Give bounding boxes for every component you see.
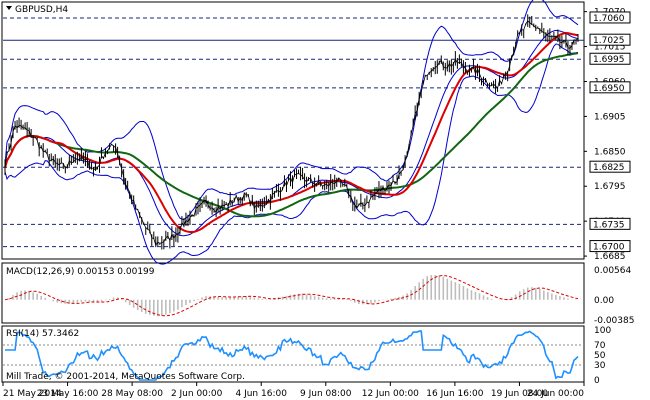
- close-line: [4, 20, 579, 247]
- price-level-label: 1.6950: [593, 84, 625, 94]
- symbol-title-text: GBPUSD,H4: [15, 5, 68, 15]
- time-tick-label: 4 Jun 16:00: [235, 389, 287, 399]
- rsi-tick-label: 70: [594, 341, 606, 351]
- price-level-box: [589, 240, 631, 253]
- macd-tick-label: 0.00564: [594, 266, 631, 276]
- price-level-label: 1.7060: [593, 14, 625, 24]
- time-tick-label: 9 Jun 08:00: [300, 389, 352, 399]
- macd-tick-label: 0.00: [594, 296, 614, 306]
- price-tick-label: 1.6685: [594, 252, 626, 262]
- macd-label: MACD(12,26,9) 0.00153 0.00199: [6, 267, 155, 277]
- symbol-title: GBPUSD,H4: [6, 5, 68, 15]
- price-level-box: [589, 81, 631, 94]
- fast-ma-line: [4, 31, 579, 233]
- time-tick-label: 2 Jun 00:00: [171, 389, 223, 399]
- time-tick-label: 24 Jun 00:00: [527, 389, 584, 399]
- time-tick-label: 16 Jun 16:00: [426, 389, 483, 399]
- price-level-box: [589, 160, 631, 173]
- price-level-box: [589, 217, 631, 230]
- price-level-box: [589, 11, 631, 24]
- price-levels: [3, 17, 584, 248]
- rsi-tick-label: 30: [594, 361, 606, 371]
- rsi-tick-label: 100: [594, 326, 611, 336]
- main-panel-frame: [1, 1, 585, 260]
- price-tick-label: 1.6850: [594, 147, 626, 157]
- price-level-label: 1.6995: [593, 55, 625, 65]
- price-level-label: 1.6735: [593, 220, 625, 230]
- price-tick-label: 1.6905: [594, 112, 626, 122]
- price-line: [4, 14, 579, 250]
- macd-signal-line: [4, 274, 579, 317]
- price-level-label: 1.6825: [593, 163, 625, 173]
- time-tick-label: 23 May 16:00: [37, 389, 99, 399]
- time-tick-label: 28 May 08:00: [101, 389, 163, 399]
- price-level-box: [589, 52, 631, 65]
- time-tick-label: 12 Jun 00:00: [362, 389, 419, 399]
- lower-band-line: [4, 43, 579, 265]
- price-level-label: 1.7025: [593, 36, 625, 46]
- price-tick-label: 1.6795: [594, 182, 626, 192]
- moving-averages: [4, 31, 579, 233]
- macd-tick-label: -0.00385: [594, 316, 634, 326]
- price-level-label: 1.6700: [593, 243, 625, 253]
- rsi-tick-label: 50: [594, 351, 606, 361]
- price-axis: 1.70701.70151.69601.69051.68501.67951.67…: [584, 8, 631, 262]
- rsi-line: [5, 330, 579, 381]
- rsi-tick-label: 0: [594, 376, 600, 386]
- price-tick-label: 1.7015: [594, 43, 626, 53]
- rsi-label: RSI(14) 57.3462: [6, 329, 79, 339]
- macd-panel-frame: [1, 262, 585, 324]
- rsi-panel-frame: [1, 325, 585, 383]
- time-tick-label: 19 Jun 08:00: [491, 389, 548, 399]
- macd-indicator: 0.00564 0.00 -0.00385: [4, 266, 634, 326]
- upper-band-line: [4, 0, 579, 221]
- slow-ma-line: [4, 52, 579, 218]
- price-level-box: [589, 33, 631, 46]
- time-tick-label: 21 May 2014: [3, 389, 62, 399]
- copyright-text: Mill Trade, © 2001-2014, MetaQuotes Soft…: [6, 372, 245, 382]
